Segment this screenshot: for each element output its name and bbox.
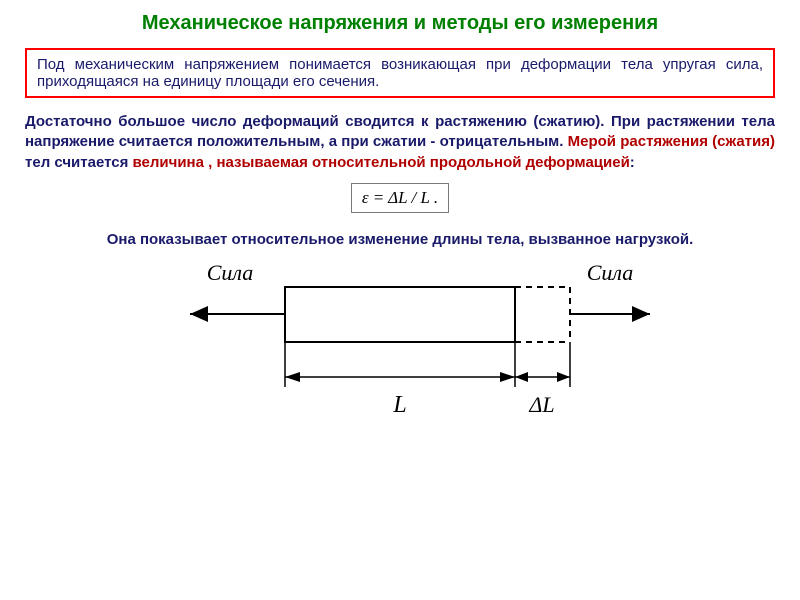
definition-text: Под механическим напряжением понимается … xyxy=(37,56,763,90)
page-title: Механическое напряжения и методы его изм… xyxy=(25,10,775,36)
definition-box: Под механическим напряжением понимается … xyxy=(25,48,775,98)
para-dot: . xyxy=(559,133,567,150)
formula-container: ε = ΔL / L . xyxy=(25,183,775,213)
label-force-right: Сила xyxy=(587,262,634,285)
para-intro: Достаточно большое число деформаций свод… xyxy=(25,113,611,130)
para-quantity: величина , называемая относительной прод… xyxy=(133,154,630,171)
label-force-left: Сила xyxy=(207,262,254,285)
caption: Она показывает относительное изменение д… xyxy=(25,231,775,248)
tension-diagram: Сила Сила L ΔL xyxy=(130,262,670,432)
para-mid: тел считается xyxy=(25,154,133,171)
label-l: L xyxy=(392,392,406,418)
para-measure: Мерой растяжения (сжатия) xyxy=(568,133,775,150)
formula: ε = ΔL / L . xyxy=(351,183,449,213)
main-paragraph: Достаточно большое число деформаций свод… xyxy=(25,112,775,173)
label-dl: ΔL xyxy=(528,392,554,417)
para-colon: : xyxy=(630,154,635,171)
